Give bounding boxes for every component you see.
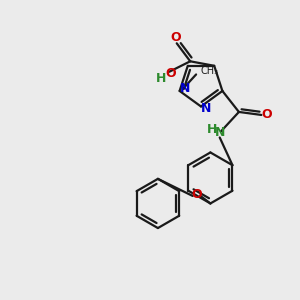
Text: H: H — [156, 72, 166, 85]
Text: O: O — [262, 109, 272, 122]
Text: N: N — [214, 127, 225, 140]
Text: N: N — [180, 82, 190, 95]
Text: O: O — [192, 188, 202, 201]
Text: O: O — [170, 31, 181, 44]
Text: N: N — [201, 101, 212, 115]
Text: O: O — [165, 67, 176, 80]
Text: CH₃: CH₃ — [201, 67, 219, 76]
Text: H: H — [207, 123, 218, 136]
